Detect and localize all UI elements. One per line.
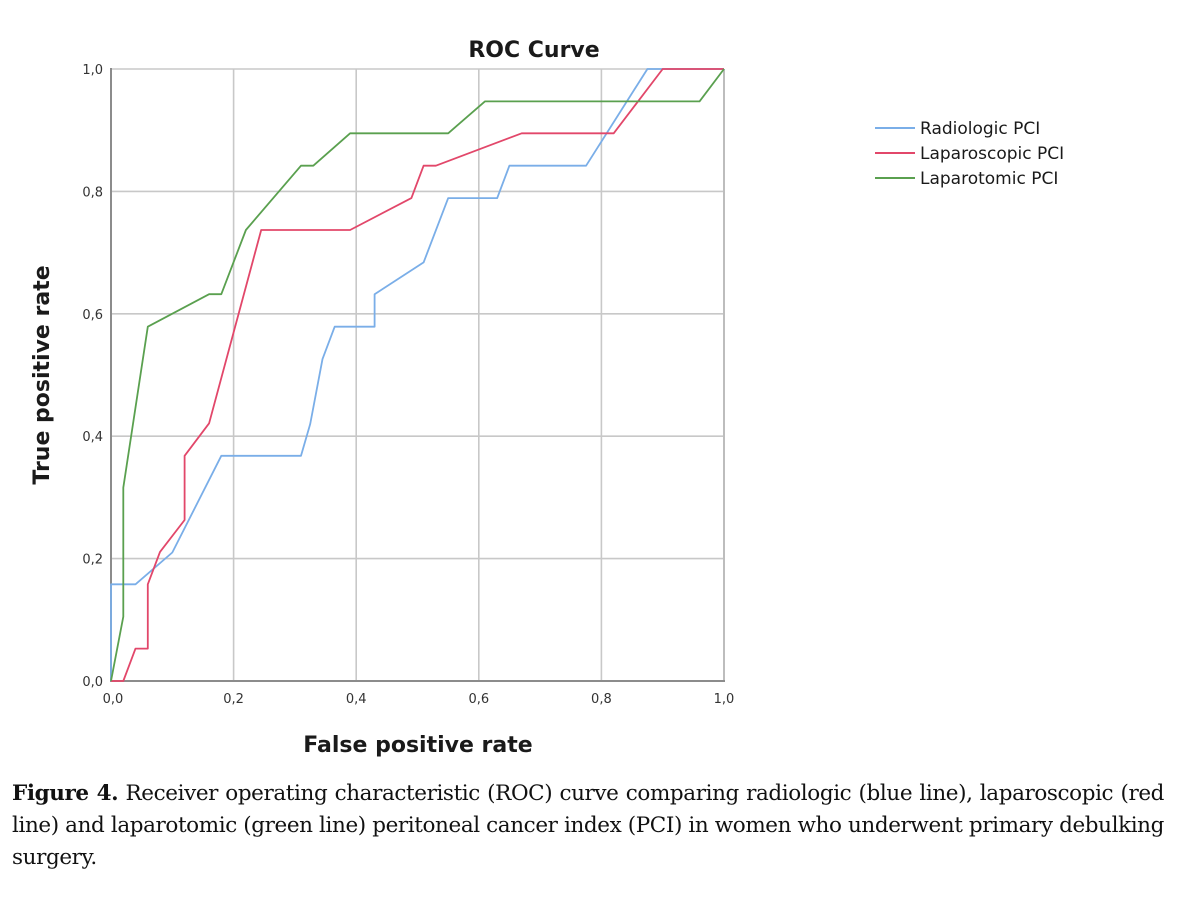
- figure-caption: Figure 4. Receiver operating characteris…: [12, 778, 1164, 874]
- y-tick-label: 0,8: [82, 185, 103, 200]
- y-tick-label: 1,0: [82, 63, 103, 78]
- chart-title: ROC Curve: [468, 38, 599, 63]
- legend-item-radiologic-pci: Radiologic PCI: [875, 119, 1040, 139]
- y-tick-label: 0,6: [82, 308, 103, 323]
- x-tick-label: 0,2: [223, 692, 244, 707]
- legend-label: Radiologic PCI: [920, 119, 1040, 139]
- x-tick-label: 0,0: [103, 692, 124, 707]
- caption-label: Figure 4.: [12, 781, 119, 806]
- series-line-laparotomic-pci: [110, 68, 725, 682]
- x-axis-title: False positive rate: [303, 733, 532, 758]
- series-lines: [110, 68, 725, 682]
- y-tick-label: 0,0: [82, 675, 103, 690]
- y-tick-label: 0,2: [82, 553, 103, 568]
- legend-label: Laparoscopic PCI: [920, 144, 1064, 164]
- x-tick-label: 0,6: [468, 692, 489, 707]
- caption-text: Receiver operating characteristic (ROC) …: [12, 781, 1165, 870]
- x-tick-label: 0,8: [591, 692, 612, 707]
- y-tick-label: 0,4: [82, 430, 103, 445]
- grid: [111, 68, 725, 681]
- y-axis-title: True positive rate: [30, 265, 55, 484]
- axes: [110, 68, 725, 682]
- legend-item-laparotomic-pci: Laparotomic PCI: [875, 169, 1058, 189]
- x-tick-label: 1,0: [714, 692, 735, 707]
- roc-chart: 0,0 0,2 0,4 0,6 0,8 1,0 0,0 0,2 0,4 0,6 0,8 1,0 ROC…: [30, 38, 1064, 758]
- legend: Radiologic PCI Laparoscopic PCI Laparotomi…: [875, 119, 1064, 189]
- x-tick-label: 0,4: [346, 692, 367, 707]
- legend-item-laparoscopic-pci: Laparoscopic PCI: [875, 144, 1064, 164]
- series-line-laparoscopic-pci: [111, 68, 724, 682]
- legend-label: Laparotomic PCI: [920, 169, 1058, 189]
- series-line-radiologic-pci: [110, 68, 724, 681]
- tick-labels: 0,0 0,2 0,4 0,6 0,8 1,0 0,0 0,2 0,4 0,6 0,8 1,0: [82, 63, 734, 707]
